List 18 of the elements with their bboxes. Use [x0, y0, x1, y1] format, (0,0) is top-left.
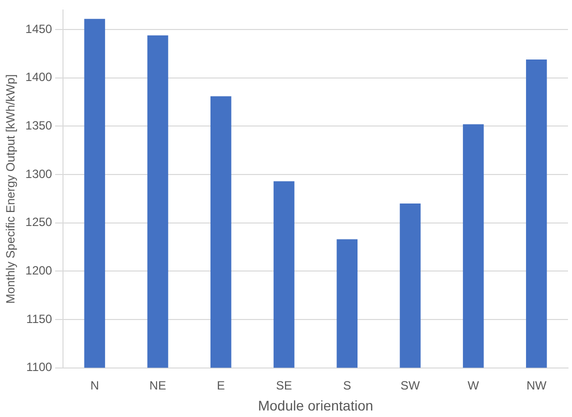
y-tick-label: 1400: [25, 70, 52, 84]
x-tick-label: E: [216, 378, 225, 392]
x-tick-label: S: [343, 378, 352, 392]
y-tick-label: 1300: [25, 166, 52, 181]
x-axis-title: Module orientation: [258, 397, 374, 414]
x-tick-label: N: [90, 378, 99, 392]
x-tick-label: SE: [276, 378, 292, 392]
y-tick-label: 1350: [25, 118, 52, 132]
y-tick-label: 1250: [25, 215, 52, 230]
x-tick-label: W: [468, 378, 480, 392]
y-tick-label: 1100: [26, 360, 52, 374]
y-axis-title: Monthly Specific Energy Output [kWh/kWp]: [4, 74, 18, 304]
y-tick-label: 1200: [25, 263, 52, 278]
x-tick-label: NW: [526, 378, 548, 392]
y-tick-label: 1450: [25, 22, 52, 36]
y-tick-label: 1150: [26, 312, 52, 326]
x-tick-label: SW: [400, 378, 421, 392]
x-tick-label: NE: [149, 378, 166, 392]
